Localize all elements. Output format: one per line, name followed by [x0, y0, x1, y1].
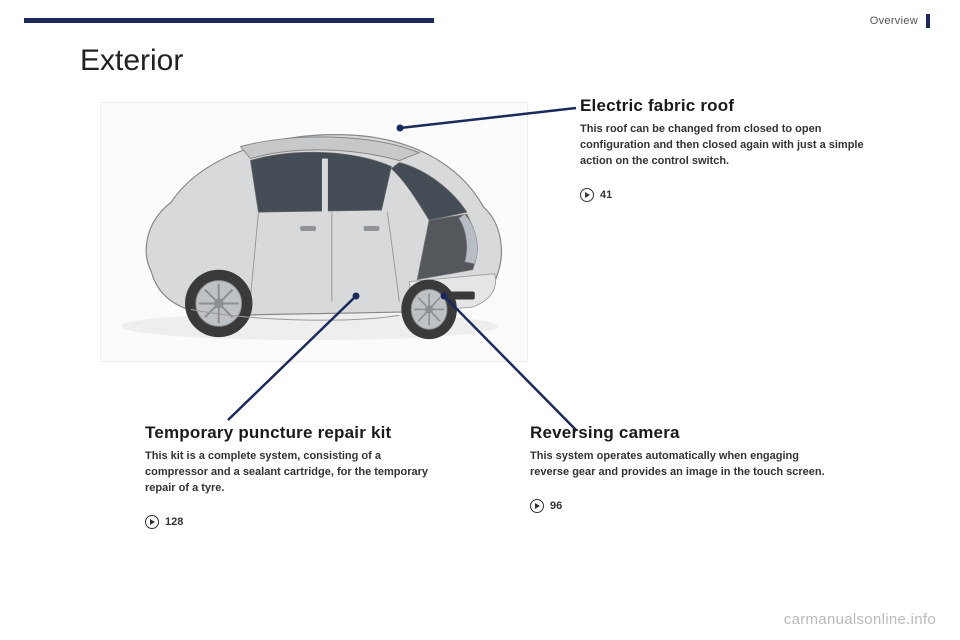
car-illustration — [100, 102, 528, 362]
play-icon — [145, 515, 159, 529]
page-reference: 128 — [145, 515, 475, 529]
section-body: This system operates automatically when … — [530, 449, 830, 481]
section-title: Temporary puncture repair kit — [145, 423, 475, 443]
page-reference: 41 — [580, 188, 900, 202]
section-label: Overview — [870, 15, 918, 27]
pageref-number: 128 — [165, 516, 183, 528]
pageref-number: 41 — [600, 189, 612, 201]
section-reversing-camera: Reversing camera This system operates au… — [530, 423, 850, 513]
section-title: Electric fabric roof — [580, 96, 900, 116]
section-title: Reversing camera — [530, 423, 850, 443]
page-reference: 96 — [530, 499, 850, 513]
play-icon — [530, 499, 544, 513]
section-repair-kit: Temporary puncture repair kit This kit i… — [145, 423, 475, 529]
page-title: Exterior — [80, 44, 183, 78]
top-accent-bar — [24, 18, 434, 23]
section-body: This kit is a complete system, consistin… — [145, 449, 445, 497]
watermark: carmanualsonline.info — [784, 611, 936, 628]
section-electric-roof: Electric fabric roof This roof can be ch… — [580, 96, 900, 202]
section-body: This roof can be changed from closed to … — [580, 122, 880, 170]
section-tick — [926, 14, 930, 28]
pageref-number: 96 — [550, 500, 562, 512]
section-breadcrumb: Overview — [870, 14, 930, 28]
play-icon — [580, 188, 594, 202]
